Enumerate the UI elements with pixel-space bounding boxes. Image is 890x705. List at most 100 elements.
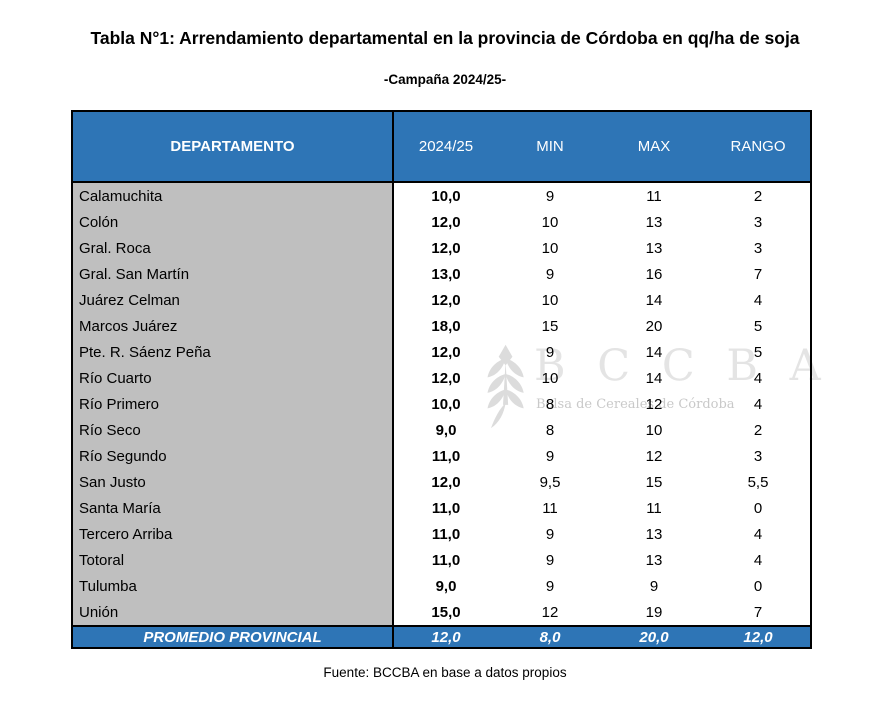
max-cell: 13 [645, 525, 663, 543]
max-cell: 13 [645, 239, 663, 257]
department-cell: Tulumba [73, 573, 394, 599]
value-2024-25-cell: 11,0 [431, 499, 461, 517]
min-cell: 9,5 [539, 473, 561, 491]
department-cell: Unión [73, 599, 394, 625]
max-cell: 14 [645, 369, 663, 387]
table-row: Calamuchita 10,0 9 11 2 [73, 183, 810, 209]
max-cell: 19 [645, 603, 663, 621]
min-cell: 10 [541, 213, 559, 231]
table-row: Colón 12,0 10 13 3 [73, 209, 810, 235]
rango-cell: 0 [753, 499, 763, 517]
min-cell: 9 [545, 265, 555, 283]
value-2024-25-cell: 12,0 [431, 343, 461, 361]
rango-cell: 0 [753, 577, 763, 595]
rango-cell: 4 [753, 551, 763, 569]
table-row: Gral. Roca 12,0 10 13 3 [73, 235, 810, 261]
rango-cell: 2 [753, 421, 763, 439]
value-2024-25-cell: 10,0 [431, 395, 461, 413]
department-cell: Tercero Arriba [73, 521, 394, 547]
min-cell: 12 [541, 603, 559, 621]
value-2024-25-cell: 18,0 [431, 317, 461, 335]
rango-cell: 4 [753, 395, 763, 413]
max-cell: 14 [645, 291, 663, 309]
table-row: Santa María 11,0 11 11 0 [73, 495, 810, 521]
max-cell: 13 [645, 213, 663, 231]
department-cell: Santa María [73, 495, 394, 521]
value-2024-25-cell: 12,0 [431, 369, 461, 387]
department-cell: Río Primero [73, 391, 394, 417]
value-2024-25-cell: 11,0 [431, 551, 461, 569]
summary-rango: 12,0 [743, 628, 773, 646]
max-cell: 15 [645, 473, 663, 491]
min-cell: 9 [545, 525, 555, 543]
min-cell: 11 [542, 499, 558, 517]
min-cell: 8 [545, 421, 555, 439]
max-cell: 11 [646, 499, 662, 517]
table-row: Río Segundo 11,0 9 12 3 [73, 443, 810, 469]
min-cell: 9 [545, 343, 555, 361]
min-cell: 15 [541, 317, 559, 335]
table-row: Marcos Juárez 18,0 15 20 5 [73, 313, 810, 339]
department-cell: Gral. Roca [73, 235, 394, 261]
table-row: Unión 15,0 12 19 7 [73, 599, 810, 625]
department-cell: Juárez Celman [73, 287, 394, 313]
source-note: Fuente: BCCBA en base a datos propios [323, 665, 567, 680]
max-cell: 11 [646, 187, 662, 205]
value-2024-25-cell: 11,0 [431, 447, 461, 465]
max-cell: 14 [645, 343, 663, 361]
value-2024-25-cell: 15,0 [431, 603, 461, 621]
value-2024-25-cell: 10,0 [431, 187, 461, 205]
max-cell: 20 [645, 317, 663, 335]
max-cell: 16 [645, 265, 663, 283]
value-2024-25-cell: 9,0 [435, 421, 457, 439]
table-row: Río Primero 10,0 8 12 4 [73, 391, 810, 417]
table-row: Gral. San Martín 13,0 9 16 7 [73, 261, 810, 287]
min-cell: 8 [545, 395, 555, 413]
table-body: Calamuchita 10,0 9 11 2 Colón 12,0 10 13 3 Gral. R… [73, 183, 810, 625]
column-header-max: MAX [637, 138, 671, 155]
department-cell: Totoral [73, 547, 394, 573]
table-title: Tabla N°1: Arrendamiento departamental e… [90, 28, 800, 48]
table-subtitle: -Campaña 2024/25- [383, 72, 507, 87]
department-cell: Gral. San Martín [73, 261, 394, 287]
max-cell: 12 [645, 447, 663, 465]
summary-max: 20,0 [639, 628, 669, 646]
rango-cell: 5 [753, 317, 763, 335]
summary-label: PROMEDIO PROVINCIAL [73, 627, 394, 647]
value-2024-25-cell: 12,0 [431, 213, 461, 231]
value-2024-25-cell: 12,0 [431, 239, 461, 257]
value-2024-25-cell: 9,0 [435, 577, 457, 595]
department-cell: Río Seco [73, 417, 394, 443]
min-cell: 9 [545, 447, 555, 465]
summary-min: 8,0 [539, 628, 561, 646]
table-row: Tulumba 9,0 9 9 0 [73, 573, 810, 599]
rango-cell: 2 [753, 187, 763, 205]
value-2024-25-cell: 12,0 [431, 291, 461, 309]
department-cell: San Justo [73, 469, 394, 495]
department-cell: Río Cuarto [73, 365, 394, 391]
column-header-min: MIN [536, 138, 564, 155]
table-row: Tercero Arriba 11,0 9 13 4 [73, 521, 810, 547]
rango-cell: 4 [753, 525, 763, 543]
table-row: Río Seco 9,0 8 10 2 [73, 417, 810, 443]
table-row: San Justo 12,0 9,5 15 5,5 [73, 469, 810, 495]
rango-cell: 7 [753, 603, 763, 621]
max-cell: 12 [645, 395, 663, 413]
rango-cell: 7 [753, 265, 763, 283]
department-cell: Pte. R. Sáenz Peña [73, 339, 394, 365]
table-row: Pte. R. Sáenz Peña 12,0 9 14 5 [73, 339, 810, 365]
column-header-2024-25: 2024/25 [418, 138, 474, 155]
department-cell: Calamuchita [73, 183, 394, 209]
table-row: Río Cuarto 12,0 10 14 4 [73, 365, 810, 391]
max-cell: 10 [645, 421, 663, 439]
rango-cell: 3 [753, 447, 763, 465]
value-2024-25-cell: 13,0 [431, 265, 461, 283]
value-2024-25-cell: 12,0 [431, 473, 461, 491]
summary-2024-25: 12,0 [431, 628, 461, 646]
table-row: Juárez Celman 12,0 10 14 4 [73, 287, 810, 313]
min-cell: 10 [541, 369, 559, 387]
min-cell: 9 [545, 187, 555, 205]
column-header-rango: RANGO [730, 138, 786, 155]
table-header-row: DEPARTAMENTO 2024/25 MIN MAX RANGO [73, 112, 810, 183]
